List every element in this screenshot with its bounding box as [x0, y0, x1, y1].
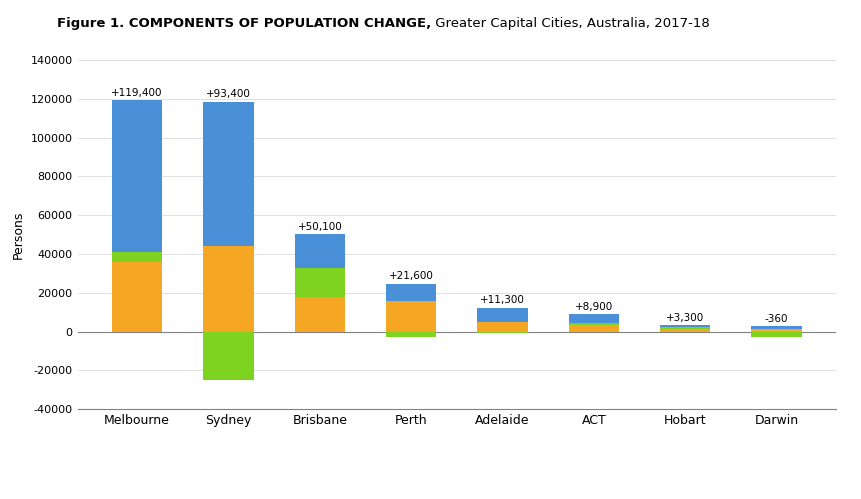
Text: +93,400: +93,400 [206, 89, 251, 99]
Bar [112, 100, 162, 252]
Bar [477, 322, 527, 331]
Bar [203, 331, 253, 380]
Bar [203, 246, 253, 331]
Text: Greater Capital Cities, Australia, 2017-18: Greater Capital Cities, Australia, 2017-… [430, 17, 709, 30]
Text: Figure 1. COMPONENTS OF POPULATION CHANGE,: Figure 1. COMPONENTS OF POPULATION CHANG… [57, 17, 430, 30]
Bar [294, 267, 344, 296]
Bar [477, 308, 527, 322]
Bar [568, 325, 618, 331]
Bar [386, 331, 436, 337]
Bar [751, 326, 801, 329]
Bar [568, 323, 618, 325]
Bar [386, 300, 436, 331]
Bar [294, 296, 344, 331]
Bar [112, 261, 162, 331]
Text: +11,300: +11,300 [480, 295, 524, 305]
Bar [203, 102, 253, 246]
Bar [112, 252, 162, 261]
Text: +3,300: +3,300 [666, 313, 703, 323]
Bar [660, 329, 709, 331]
Bar [751, 331, 801, 337]
Y-axis label: Persons: Persons [12, 211, 25, 258]
Bar [294, 235, 344, 267]
Bar [660, 327, 709, 329]
Bar [568, 314, 618, 323]
Text: +8,900: +8,900 [574, 302, 612, 312]
Text: -360: -360 [764, 314, 787, 324]
Bar [660, 325, 709, 327]
Text: +21,600: +21,600 [388, 271, 433, 281]
Text: +119,400: +119,400 [111, 87, 163, 97]
Bar [751, 329, 801, 331]
Text: +50,100: +50,100 [297, 222, 342, 232]
Bar [477, 331, 527, 333]
Bar [386, 284, 436, 300]
